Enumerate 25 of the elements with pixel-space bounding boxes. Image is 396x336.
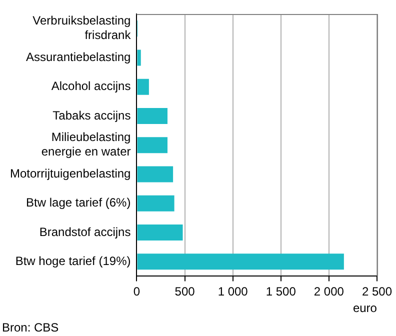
y-tick-label: Brandstof accijns [39,224,131,239]
y-tick-label: Milieubelasting energie en water [41,130,131,159]
y-tick-label: Btw hoge tarief (19%) [15,254,131,268]
bar [137,78,149,95]
x-tick-label: 500 [174,284,196,299]
bar [137,50,141,66]
bar [137,254,344,270]
bar [137,166,174,182]
x-tick-label: 1 500 [266,284,296,299]
y-tick-label: Alcohol accijns [51,79,131,94]
y-tick-label: Tabaks accijns [52,108,131,122]
bar [137,195,174,212]
bar [137,108,168,124]
y-tick-label: Btw lage tarief (6%) [26,196,131,210]
x-axis-title: euro [352,301,378,316]
x-tick-label: 2 500 [362,284,392,299]
x-tick-label: 0 [133,284,140,299]
bar [137,137,168,154]
text: Bron: CBS [2,320,59,334]
x-tick-label: 1 000 [218,284,248,299]
bar [137,224,183,241]
y-tick-label: Verbruiksbelasting frisdrank [32,14,132,42]
x-tick-label: 2 000 [314,284,344,299]
y-tick-label: Motorrijtuigenbelasting [10,166,131,181]
y-tick-label: Assurantiebelasting [26,50,131,64]
